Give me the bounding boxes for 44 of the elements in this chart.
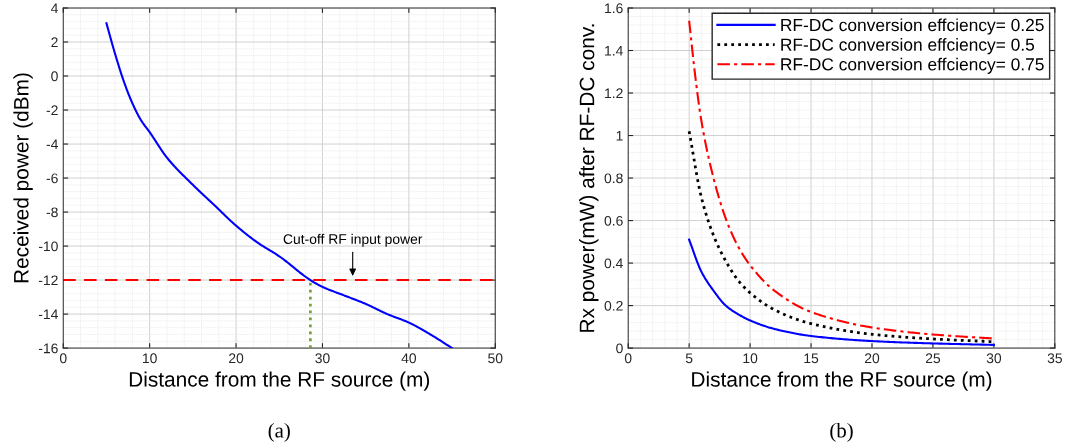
y-tick-label: 1.6: [605, 3, 623, 14]
x-axis-title: Distance from the RF source (m): [129, 371, 430, 391]
y-tick-label: 0: [616, 343, 623, 354]
y-tick-label: 0.8: [604, 173, 623, 184]
y-tick-label: -6: [46, 173, 58, 184]
x-tick-label: 0: [59, 353, 67, 364]
x-tick-label: 0: [624, 353, 632, 364]
y-tick-label: 4: [50, 3, 58, 14]
x-tick-label: 15: [804, 353, 819, 364]
y-tick-label: 0.4: [604, 258, 623, 269]
y-tick-label: -10: [38, 241, 58, 252]
y-tick-label: 1: [616, 131, 623, 141]
x-tick-label: 35: [1047, 353, 1062, 364]
x-tick-label: 20: [229, 353, 244, 364]
y-axis-title: Rx power(mW) after RF-DC conv.: [579, 24, 599, 332]
y-tick-label: -8: [46, 207, 58, 218]
x-axis-title: Distance from the RF source (m): [692, 371, 992, 391]
legend-label: RF-DC conversion effciency= 0.75: [781, 57, 1044, 74]
y-tick-label: 1.4: [605, 45, 623, 56]
legend-label: RF-DC conversion effciency= 0.25: [781, 18, 1044, 35]
x-tick-label: 30: [986, 353, 1002, 364]
text: (b): [830, 422, 853, 442]
legend-label: RF-DC conversion effciency= 0.5: [781, 38, 1035, 55]
y-tick-label: -12: [38, 275, 58, 286]
text: (a): [268, 422, 290, 442]
x-tick-label: 10: [142, 353, 157, 364]
x-tick-label: 20: [864, 353, 880, 364]
y-tick-label: 0.2: [604, 300, 623, 311]
x-tick-label: 50: [488, 353, 503, 364]
x-tick-label: 5: [685, 353, 693, 364]
y-tick-label: -14: [38, 309, 58, 320]
y-tick-label: -16: [38, 343, 58, 354]
y-tick-label: -4: [46, 139, 58, 150]
y-tick-label: -2: [46, 105, 58, 116]
x-tick-label: 10: [743, 353, 758, 364]
y-tick-label: 1.2: [605, 88, 623, 99]
annotation: Cut-off RF input power: [283, 233, 423, 247]
y-tick-label: 0: [51, 71, 58, 82]
y-tick-label: 0.6: [604, 215, 623, 226]
x-tick-label: 25: [925, 353, 941, 364]
y-tick-label: 2: [51, 37, 58, 48]
x-tick-label: 40: [401, 353, 417, 364]
x-tick-label: 30: [315, 353, 330, 364]
y-axis-title: Received power (dBm): [13, 73, 33, 283]
